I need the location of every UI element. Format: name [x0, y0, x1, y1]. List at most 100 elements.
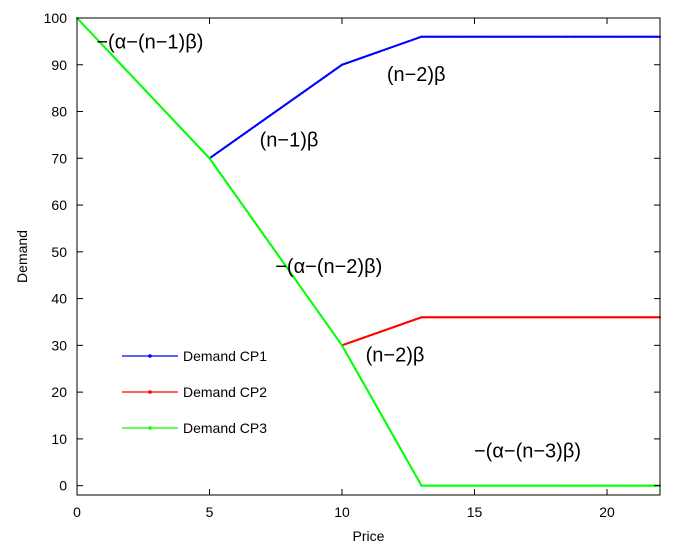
data-point	[319, 314, 322, 317]
y-tick-label: 30	[51, 337, 67, 353]
data-point	[240, 134, 243, 137]
data-point	[407, 320, 410, 324]
data-point	[253, 220, 256, 223]
data-point	[348, 60, 352, 64]
data-point	[645, 484, 648, 487]
data-point	[322, 76, 325, 79]
data-point	[619, 484, 622, 487]
data-point	[256, 224, 259, 227]
data-point	[285, 102, 288, 106]
data-point	[378, 50, 381, 53]
data-point	[465, 35, 468, 38]
data-point	[656, 35, 659, 38]
data-point	[359, 337, 362, 340]
data-point	[428, 35, 431, 38]
data-point	[380, 414, 383, 417]
data-point	[505, 35, 508, 38]
data-point	[539, 484, 542, 487]
data-point	[518, 316, 521, 319]
data-point	[576, 35, 579, 38]
data-point	[531, 316, 534, 319]
data-point	[412, 319, 415, 322]
data-point	[436, 35, 439, 38]
annotation-label: (n−2)β	[366, 345, 425, 367]
data-point	[380, 330, 383, 333]
data-point	[486, 35, 489, 38]
data-point	[211, 160, 214, 164]
data-point	[465, 316, 468, 319]
data-point	[423, 316, 426, 319]
data-point	[587, 316, 590, 319]
data-point	[576, 484, 579, 487]
data-point	[603, 316, 606, 319]
data-point	[150, 95, 153, 98]
data-point	[526, 316, 529, 319]
data-point	[560, 35, 564, 38]
data-point	[131, 75, 134, 79]
data-point	[571, 316, 574, 319]
data-point	[600, 316, 603, 319]
data-point	[237, 136, 240, 139]
data-point	[301, 91, 304, 94]
data-point	[372, 400, 375, 403]
data-point	[597, 484, 601, 487]
annotation-label: −(α−(n−3)β)	[474, 441, 581, 463]
data-point	[613, 484, 617, 487]
data-point	[619, 35, 622, 38]
y-tick-label: 0	[59, 478, 67, 494]
data-point	[444, 316, 447, 319]
data-point	[118, 61, 121, 64]
data-point	[571, 484, 574, 487]
data-point	[219, 149, 222, 152]
data-point	[513, 484, 516, 487]
data-point	[362, 336, 365, 339]
data-point	[340, 63, 344, 66]
data-point	[449, 35, 452, 38]
data-point	[232, 190, 235, 194]
data-point	[362, 56, 365, 59]
data-point	[139, 84, 142, 87]
data-point	[163, 109, 166, 112]
data-point	[640, 484, 643, 487]
data-point	[309, 299, 312, 302]
data-point	[354, 367, 357, 370]
data-point	[502, 316, 505, 319]
data-point	[91, 33, 94, 36]
data-point	[568, 35, 572, 38]
data-point	[309, 86, 312, 89]
data-point	[277, 254, 280, 257]
data-point	[105, 47, 108, 50]
data-point	[370, 333, 373, 337]
data-point	[473, 484, 476, 487]
data-point	[616, 35, 619, 38]
data-point	[367, 334, 370, 338]
data-point	[147, 92, 150, 95]
data-point	[200, 148, 203, 151]
data-point	[152, 98, 155, 101]
data-point	[494, 35, 497, 38]
data-point	[584, 484, 587, 487]
data-point	[550, 484, 553, 487]
data-point	[372, 52, 375, 55]
data-point	[211, 155, 214, 158]
data-point	[264, 117, 267, 121]
data-point	[364, 335, 367, 339]
data-point	[563, 35, 566, 38]
data-point	[415, 37, 418, 40]
x-tick-label: 20	[599, 504, 615, 520]
data-point	[364, 55, 367, 58]
data-point	[393, 325, 397, 328]
data-point	[348, 341, 352, 344]
y-tick-label: 40	[51, 291, 67, 307]
x-axis-label: Price	[353, 528, 385, 544]
data-point	[240, 202, 243, 205]
data-point	[497, 484, 500, 487]
data-point	[438, 316, 442, 319]
data-point	[391, 433, 394, 436]
data-point	[274, 110, 277, 113]
data-point	[250, 127, 253, 130]
data-point	[531, 484, 534, 487]
data-point	[301, 288, 304, 291]
